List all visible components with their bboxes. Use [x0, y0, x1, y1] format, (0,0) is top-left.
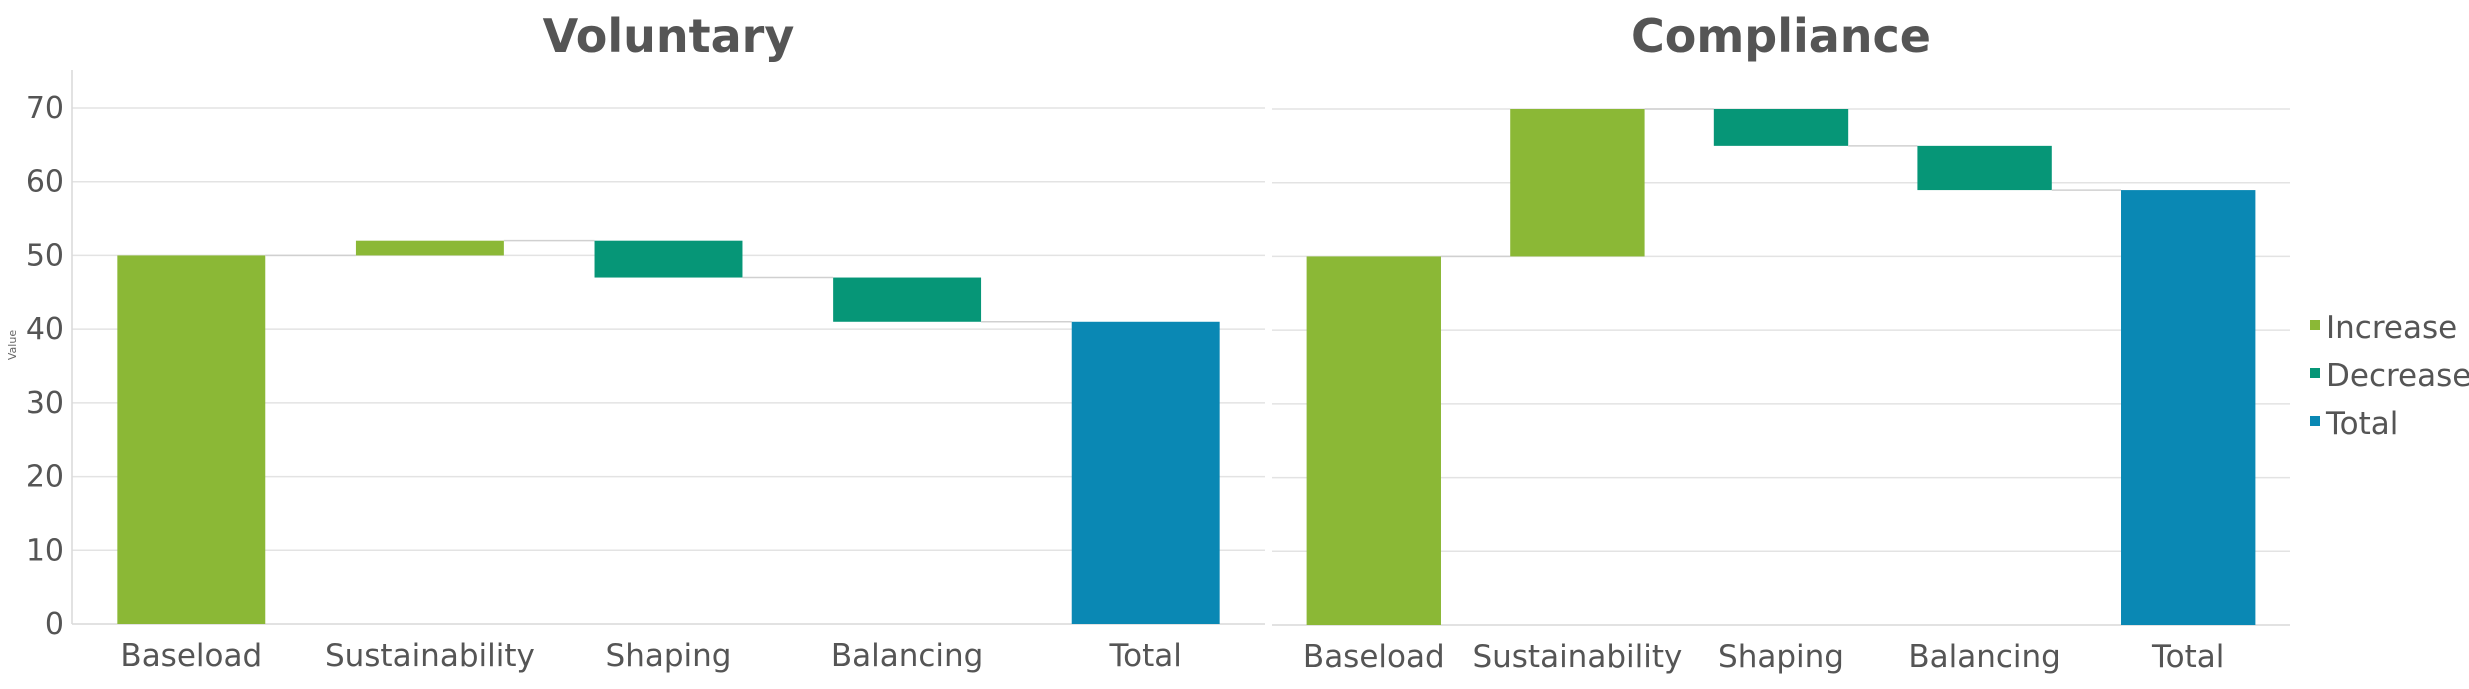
legend-label-decrease: Decrease	[2326, 358, 2469, 394]
y-tick-label-30: 30	[26, 386, 64, 421]
y-tick-label-50: 50	[26, 238, 64, 273]
y-tick-label-40: 40	[26, 312, 64, 347]
bar-voluntary-balancing	[833, 277, 982, 322]
panel-title-compliance: Compliance	[1631, 9, 1931, 63]
category-label-voluntary-balancing: Balancing	[831, 638, 984, 674]
bar-compliance-sustainability	[1510, 109, 1645, 257]
bar-compliance-shaping	[1713, 109, 1849, 146]
panel-title-voluntary: Voluntary	[543, 9, 795, 63]
category-label-compliance-balancing: Balancing	[1908, 639, 2061, 675]
category-label-compliance-shaping: Shaping	[1718, 639, 1844, 675]
category-label-compliance-total: Total	[2151, 639, 2224, 675]
bar-voluntary-sustainability	[355, 240, 504, 256]
y-tick-label-10: 10	[26, 533, 64, 568]
y-tick-label-20: 20	[26, 460, 64, 495]
bar-voluntary-total	[1071, 321, 1220, 624]
y-tick-label-70: 70	[26, 91, 64, 126]
category-label-voluntary-shaping: Shaping	[606, 638, 732, 674]
bar-compliance-baseload	[1306, 256, 1441, 625]
y-tick-label-60: 60	[26, 165, 64, 200]
bar-voluntary-baseload	[117, 255, 266, 624]
category-label-compliance-baseload: Baseload	[1303, 639, 1445, 675]
legend-swatch-total	[2310, 416, 2320, 426]
legend-label-total: Total	[2325, 406, 2398, 442]
category-label-compliance-sustainability: Sustainability	[1472, 639, 1682, 675]
category-label-voluntary-baseload: Baseload	[120, 638, 262, 674]
legend-label-increase: Increase	[2326, 310, 2457, 346]
y-tick-label-0: 0	[45, 607, 64, 642]
bar-compliance-balancing	[1917, 145, 2052, 191]
bar-voluntary-shaping	[594, 240, 743, 278]
legend-swatch-decrease	[2310, 368, 2320, 378]
category-label-voluntary-total: Total	[1108, 638, 1181, 674]
category-label-voluntary-sustainability: Sustainability	[325, 638, 535, 674]
legend-swatch-increase	[2310, 320, 2320, 330]
y-axis-label: Value	[6, 330, 19, 360]
bar-compliance-total	[2121, 190, 2256, 626]
